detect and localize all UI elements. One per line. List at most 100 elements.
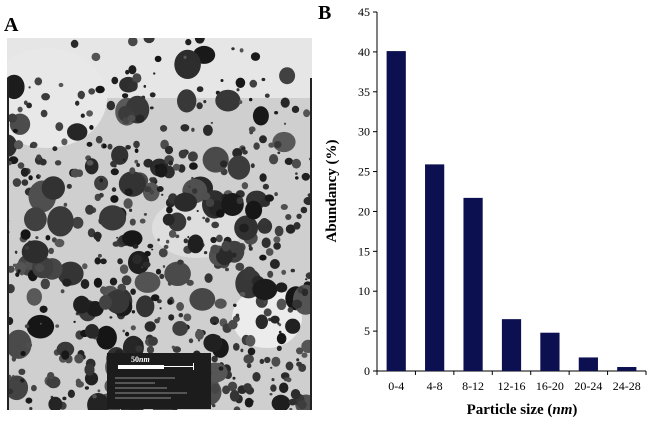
nanoparticle bbox=[173, 192, 197, 212]
nanoparticle bbox=[41, 176, 65, 200]
nanoparticle bbox=[55, 122, 64, 132]
nanoparticle bbox=[151, 294, 160, 302]
nanoparticle bbox=[128, 65, 137, 75]
nanoparticle bbox=[185, 38, 192, 46]
nanoparticle bbox=[295, 176, 299, 180]
x-tick-label: 4-8 bbox=[427, 379, 443, 393]
nanoparticle bbox=[144, 186, 152, 193]
nanoparticle bbox=[211, 355, 218, 363]
nanoparticle bbox=[143, 38, 155, 44]
x-tick-label: 8-12 bbox=[462, 379, 484, 393]
nanoparticle bbox=[20, 351, 26, 356]
nanoparticle bbox=[166, 206, 173, 214]
nanoparticle bbox=[38, 175, 41, 178]
nanoparticle bbox=[15, 272, 20, 277]
nanoparticle bbox=[283, 122, 287, 126]
nanoparticle bbox=[29, 144, 33, 148]
nanoparticle bbox=[100, 258, 107, 265]
nanoparticle bbox=[243, 383, 252, 392]
nanoparticle bbox=[54, 238, 65, 248]
nanoparticle bbox=[80, 279, 90, 289]
nanoparticle bbox=[247, 347, 256, 356]
bar bbox=[463, 197, 483, 371]
nanoparticle bbox=[97, 253, 102, 258]
nanoparticle bbox=[102, 144, 107, 149]
tem-micrograph: 50nm bbox=[7, 38, 312, 410]
nanoparticle bbox=[249, 97, 253, 102]
nanoparticle bbox=[125, 69, 130, 75]
nanoparticle bbox=[63, 202, 68, 207]
nanoparticle bbox=[84, 324, 100, 339]
nanoparticle bbox=[235, 262, 245, 271]
nanoparticle bbox=[280, 204, 288, 210]
nanoparticle bbox=[61, 350, 70, 360]
nanoparticle bbox=[100, 286, 107, 295]
nanoparticle bbox=[31, 384, 37, 392]
nanoparticle bbox=[67, 389, 75, 398]
nanoparticle bbox=[211, 404, 216, 408]
nanoparticle bbox=[21, 179, 29, 186]
nanoparticle bbox=[111, 76, 119, 85]
bar bbox=[386, 51, 406, 371]
nanoparticle bbox=[191, 176, 194, 180]
nanoparticle bbox=[95, 135, 103, 144]
nanoparticle bbox=[116, 236, 119, 239]
nanoparticle bbox=[274, 192, 278, 197]
nanoparticle bbox=[233, 303, 237, 307]
nanoparticle bbox=[270, 384, 277, 392]
nanoparticle bbox=[196, 86, 204, 93]
nanoparticle bbox=[131, 310, 136, 314]
nanoparticle bbox=[284, 157, 294, 165]
nanoparticle bbox=[72, 216, 84, 229]
nanoparticle bbox=[75, 381, 84, 388]
scale-bar bbox=[118, 365, 164, 369]
nanoparticle bbox=[135, 114, 145, 124]
nanoparticle bbox=[28, 86, 31, 89]
nanoparticle bbox=[148, 345, 153, 351]
nanoparticle bbox=[121, 275, 132, 286]
scale-bar-tick bbox=[193, 363, 194, 370]
nanoparticle bbox=[136, 295, 155, 318]
nanoparticle bbox=[39, 305, 48, 313]
nanoparticle bbox=[40, 278, 50, 290]
nanoparticle bbox=[183, 313, 192, 322]
nanoparticle bbox=[216, 209, 225, 218]
nanoparticle bbox=[122, 93, 129, 99]
x-tick-label: 0-4 bbox=[388, 379, 404, 393]
nanoparticle bbox=[301, 339, 312, 353]
nanoparticle bbox=[203, 124, 213, 136]
nanoparticle bbox=[62, 396, 67, 401]
nanoparticle bbox=[216, 234, 223, 243]
nanoparticle bbox=[183, 55, 187, 59]
nanoparticle bbox=[246, 363, 252, 369]
nanoparticle bbox=[153, 72, 156, 75]
nanoparticle bbox=[280, 97, 290, 108]
nanoparticle bbox=[187, 151, 198, 162]
nanoparticle bbox=[110, 168, 119, 176]
nanoparticle bbox=[259, 135, 267, 144]
nanoparticle bbox=[93, 231, 102, 241]
nanoparticle bbox=[188, 185, 191, 188]
nanoparticle bbox=[225, 267, 229, 272]
nanoparticle bbox=[132, 73, 142, 83]
nanoparticle bbox=[261, 237, 271, 249]
nanoparticle bbox=[70, 39, 79, 48]
nanoparticle bbox=[183, 238, 188, 244]
nanoparticle bbox=[122, 230, 143, 247]
nanoparticle bbox=[47, 206, 74, 237]
nanoparticle bbox=[220, 160, 228, 168]
nanoparticle bbox=[163, 244, 169, 249]
nanoparticle bbox=[74, 353, 84, 364]
nanoparticle bbox=[168, 160, 173, 166]
nanoparticle bbox=[295, 172, 298, 175]
x-tick-label: 20-24 bbox=[574, 379, 602, 393]
nanoparticle bbox=[12, 178, 22, 187]
y-tick-label: 15 bbox=[358, 244, 370, 258]
nanoparticle bbox=[216, 247, 233, 266]
nanoparticle bbox=[261, 77, 266, 82]
nanoparticle bbox=[134, 159, 139, 164]
panel-b-label: B bbox=[318, 2, 332, 24]
nanoparticle bbox=[203, 100, 207, 104]
nanoparticle bbox=[252, 106, 269, 126]
bars bbox=[386, 51, 637, 371]
